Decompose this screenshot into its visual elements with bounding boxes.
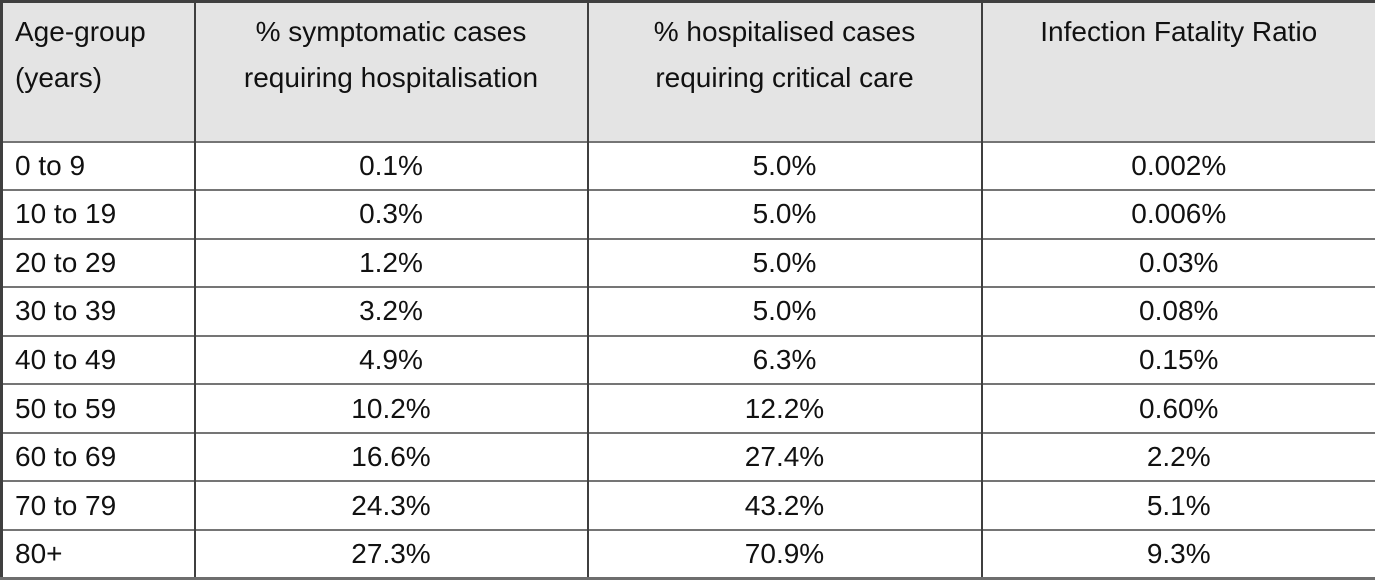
- table-cell-ifr: 0.60%: [980, 383, 1375, 433]
- table-row: 20 to 29 1.2% 5.0% 0.03%: [1, 237, 1375, 288]
- table-cell-age: 60 to 69: [1, 431, 195, 482]
- table-cell-critical-care: 70.9%: [586, 528, 982, 579]
- table-cell-ifr: 0.15%: [980, 334, 1375, 385]
- table-cell-critical-care: 5.0%: [586, 286, 982, 336]
- table-cell-critical-care: 27.4%: [586, 431, 982, 482]
- table-cell-ifr: 0.002%: [980, 140, 1375, 191]
- table-cell-critical-care: 5.0%: [586, 189, 982, 239]
- table-cell-hospitalisation: 24.3%: [193, 480, 588, 530]
- table-cell-age: 0 to 9: [1, 140, 195, 191]
- table-cell-hospitalisation: 1.2%: [193, 237, 588, 288]
- header-cell-hospitalised-critical-care: % hospitalised cases requiring critical …: [586, 1, 982, 142]
- header-cell-infection-fatality-ratio: Infection Fatality Ratio: [980, 1, 1375, 142]
- header-cell-symptomatic-hospitalisation: % symptomatic cases requiring hospitalis…: [193, 1, 588, 142]
- table-cell-ifr: 2.2%: [980, 431, 1375, 482]
- table-cell-hospitalisation: 27.3%: [193, 528, 588, 579]
- table-cell-hospitalisation: 0.1%: [193, 140, 588, 191]
- table-cell-critical-care: 43.2%: [586, 480, 982, 530]
- header-cell-age-group: Age-group (years): [1, 1, 195, 142]
- table-row: 50 to 59 10.2% 12.2% 0.60%: [1, 383, 1375, 433]
- table-cell-ifr: 0.006%: [980, 189, 1375, 239]
- table-cell-age: 10 to 19: [1, 189, 195, 239]
- table-row: 30 to 39 3.2% 5.0% 0.08%: [1, 286, 1375, 336]
- table-cell-age: 80+: [1, 528, 195, 579]
- table-cell-hospitalisation: 16.6%: [193, 431, 588, 482]
- table-cell-hospitalisation: 3.2%: [193, 286, 588, 336]
- table-cell-ifr: 5.1%: [980, 480, 1375, 530]
- table-cell-age: 70 to 79: [1, 480, 195, 530]
- table-row: 60 to 69 16.6% 27.4% 2.2%: [1, 431, 1375, 482]
- table-cell-critical-care: 5.0%: [586, 237, 982, 288]
- table-cell-critical-care: 6.3%: [586, 334, 982, 385]
- table-row: 0 to 9 0.1% 5.0% 0.002%: [1, 140, 1375, 191]
- table-row: 40 to 49 4.9% 6.3% 0.15%: [1, 334, 1375, 385]
- table-cell-ifr: 0.08%: [980, 286, 1375, 336]
- table-row: 80+ 27.3% 70.9% 9.3%: [1, 528, 1375, 579]
- table-cell-age: 30 to 39: [1, 286, 195, 336]
- table-cell-hospitalisation: 0.3%: [193, 189, 588, 239]
- table-cell-age: 40 to 49: [1, 334, 195, 385]
- table-cell-critical-care: 5.0%: [586, 140, 982, 191]
- table-row: 70 to 79 24.3% 43.2% 5.1%: [1, 480, 1375, 530]
- table-cell-age: 50 to 59: [1, 383, 195, 433]
- header-row: Age-group (years) % symptomatic cases re…: [1, 1, 1375, 142]
- table-cell-ifr: 0.03%: [980, 237, 1375, 288]
- table-cell-critical-care: 12.2%: [586, 383, 982, 433]
- table-cell-hospitalisation: 10.2%: [193, 383, 588, 433]
- table-row: 10 to 19 0.3% 5.0% 0.006%: [1, 189, 1375, 239]
- table-cell-ifr: 9.3%: [980, 528, 1375, 579]
- table-cell-hospitalisation: 4.9%: [193, 334, 588, 385]
- table-cell-age: 20 to 29: [1, 237, 195, 288]
